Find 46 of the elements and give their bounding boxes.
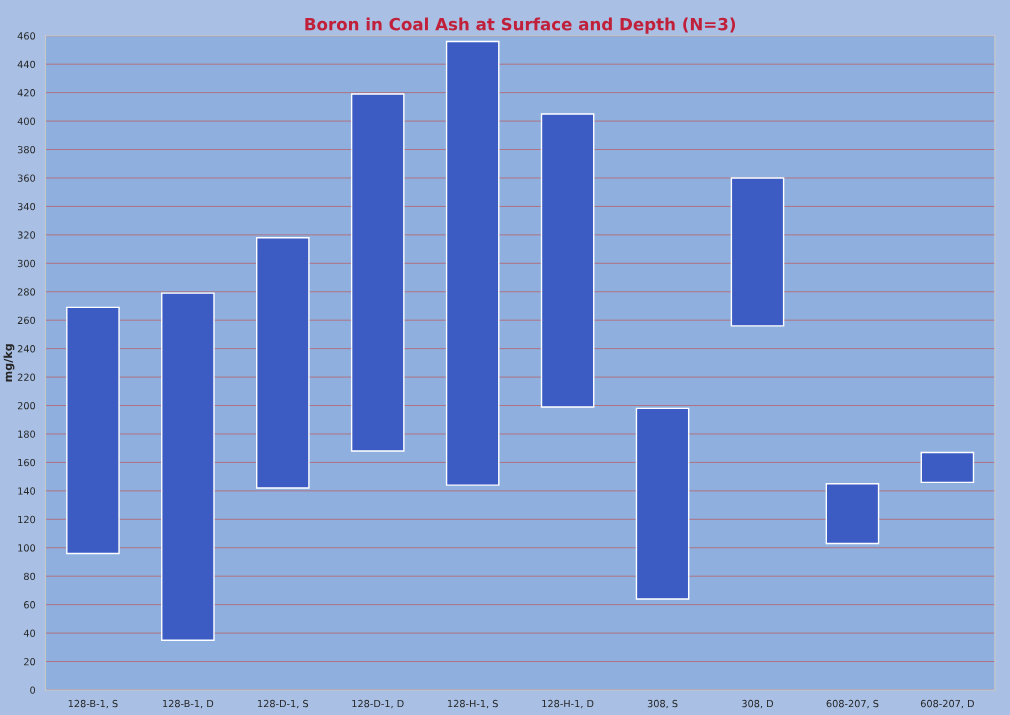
y-tick-label: 260 xyxy=(17,316,36,325)
y-tick-label: 300 xyxy=(17,259,36,268)
y-tick-label: 40 xyxy=(23,629,36,637)
x-tick-label: 128-B-1, D xyxy=(163,699,214,709)
bar xyxy=(161,292,215,641)
bar xyxy=(350,93,405,452)
y-tick-label: 60 xyxy=(24,601,36,609)
y-tick-label: 340 xyxy=(17,202,36,211)
y-tick-label: 400 xyxy=(17,117,36,125)
y-tick-label: 320 xyxy=(17,231,36,239)
y-tick-label: 420 xyxy=(17,89,36,97)
x-tick-label: 308, S xyxy=(647,699,678,709)
y-tick-label: 200 xyxy=(17,402,36,410)
x-tick-label: 128-D-1, D xyxy=(352,699,404,709)
y-tick-label: 160 xyxy=(18,458,36,467)
y-tick-label: 220 xyxy=(17,373,36,381)
y-tick-label: 440 xyxy=(17,60,36,69)
bar xyxy=(445,40,500,486)
y-tick-label: 120 xyxy=(18,515,36,524)
y-tick-label: 100 xyxy=(18,544,36,552)
x-tick-label: 308, D xyxy=(742,699,774,709)
bar xyxy=(635,407,690,600)
y-tick-label: 280 xyxy=(17,288,36,296)
bar xyxy=(920,451,975,484)
x-tick-label: 128-D-1, S xyxy=(258,699,309,709)
chart-title: Boron in Coal Ash at Surface and Depth (N=3) xyxy=(305,17,736,34)
y-tick-label: 0 xyxy=(30,686,36,694)
x-tick-label: 128-H-1, S xyxy=(448,699,498,709)
x-tick-label: 128-H-1, D xyxy=(542,699,594,709)
y-tick-label: 140 xyxy=(18,487,36,495)
y-tick-label: 360 xyxy=(17,174,36,182)
bar xyxy=(730,177,785,327)
y-tick-label: 80 xyxy=(24,572,36,581)
y-tick-label: 460 xyxy=(17,32,36,40)
y-tick-label: 240 xyxy=(17,345,36,353)
x-tick-label: 128-B-1, S xyxy=(68,699,118,709)
y-axis-title: mg/kg xyxy=(3,344,15,382)
y-tick-label: 380 xyxy=(17,146,36,154)
x-tick-label: 608-207, S xyxy=(826,699,879,709)
bar xyxy=(255,237,310,489)
y-tick-label: 180 xyxy=(18,430,36,438)
bar xyxy=(66,306,120,555)
x-tick-label: 608-207, D xyxy=(920,699,974,709)
bar xyxy=(825,483,880,545)
bar xyxy=(540,113,595,408)
y-tick-label: 20 xyxy=(24,658,36,666)
